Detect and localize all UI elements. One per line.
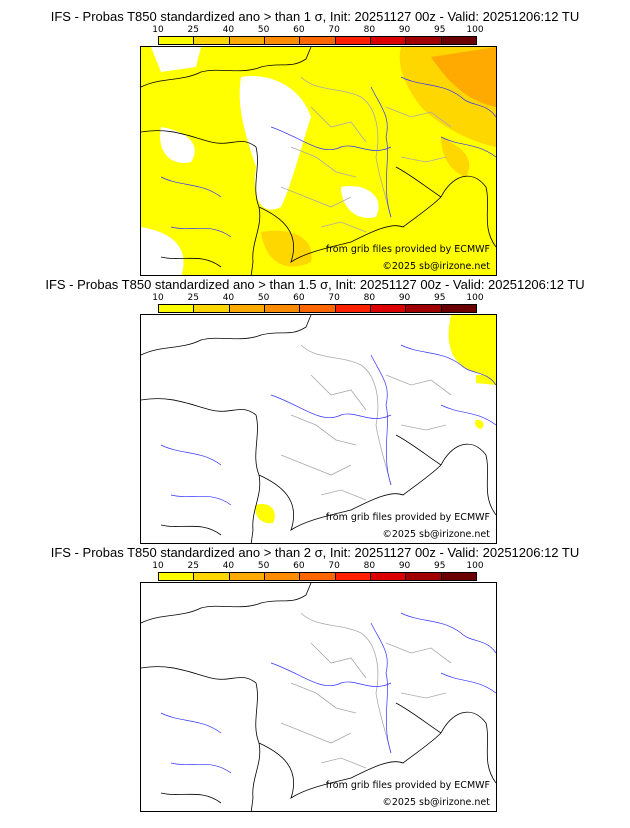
probability-map: from grib files provided by ECMWF ©2025 … — [140, 314, 497, 544]
colorbar-tick: 95 — [434, 561, 446, 571]
colorbar-cell — [406, 37, 442, 44]
colorbar-tick: 25 — [187, 25, 199, 35]
colorbar-cell — [194, 37, 230, 44]
panel-title: IFS - Probas T850 standardized ano > tha… — [50, 9, 580, 24]
colorbar-ticks: 10 25 40 50 60 70 80 90 95 100 — [152, 25, 483, 35]
colorbar-tick: 95 — [434, 293, 446, 303]
colorbar — [158, 36, 477, 45]
colorbar-tick: 50 — [257, 25, 270, 35]
colorbar-tick: 40 — [222, 561, 235, 571]
colorbar-cell — [441, 573, 476, 580]
map-panel-2: IFS - Probas T850 standardized ano > tha… — [0, 278, 630, 544]
colorbar-cell — [159, 37, 195, 44]
colorbar-tick: 10 — [152, 293, 164, 303]
colorbar-cell — [335, 305, 371, 312]
colorbar-cell — [335, 37, 371, 44]
colorbar-ticks: 10 25 40 50 60 70 80 90 95 100 — [152, 293, 483, 303]
colorbar-tick: 90 — [398, 293, 411, 303]
panel-title: IFS - Probas T850 standardized ano > tha… — [45, 277, 585, 292]
colorbar-tick: 40 — [222, 293, 235, 303]
colorbar-cell — [370, 37, 407, 44]
colorbar-tick: 25 — [187, 561, 199, 571]
colorbar-cell — [194, 573, 230, 580]
colorbar-tick: 60 — [293, 561, 305, 571]
colorbar-cell — [441, 37, 476, 44]
probability-map: from grib files provided by ECMWF ©2025 … — [140, 46, 497, 276]
panel-title: IFS - Probas T850 standardized ano > tha… — [50, 545, 580, 560]
colorbar-tick: 70 — [328, 293, 340, 303]
colorbar-cell — [159, 573, 195, 580]
colorbar — [158, 304, 477, 313]
copyright-credit: ©2025 sb@irizone.net — [382, 261, 490, 272]
copyright-credit: ©2025 sb@irizone.net — [382, 797, 490, 808]
source-credit: from grib files provided by ECMWF — [325, 780, 490, 791]
map-canvas — [141, 47, 496, 275]
colorbar-ticks: 10 25 40 50 60 70 80 90 95 100 — [152, 561, 483, 571]
colorbar-cell — [159, 305, 195, 312]
map-panel-1: IFS - Probas T850 standardized ano > tha… — [0, 10, 630, 276]
colorbar-cell — [370, 573, 407, 580]
probability-map: from grib files provided by ECMWF ©2025 … — [140, 582, 497, 812]
colorbar-tick: 80 — [363, 561, 376, 571]
colorbar-tick: 40 — [222, 25, 235, 35]
colorbar-cell — [229, 573, 265, 580]
colorbar — [158, 572, 477, 581]
colorbar-cell — [300, 573, 336, 580]
map-canvas — [141, 315, 496, 543]
colorbar-tick: 90 — [398, 561, 411, 571]
colorbar-tick: 25 — [187, 293, 199, 303]
map-canvas — [141, 583, 496, 811]
colorbar-cell — [229, 37, 265, 44]
colorbar-tick: 100 — [466, 293, 484, 303]
colorbar-cell — [370, 305, 407, 312]
colorbar-cell — [406, 573, 442, 580]
colorbar-cell — [194, 305, 230, 312]
colorbar-cell — [300, 37, 336, 44]
colorbar-tick: 10 — [152, 561, 164, 571]
colorbar-tick: 50 — [257, 293, 270, 303]
colorbar-tick: 100 — [466, 561, 484, 571]
colorbar-tick: 10 — [152, 25, 164, 35]
map-panel-3: IFS - Probas T850 standardized ano > tha… — [0, 546, 630, 812]
colorbar-tick: 70 — [328, 561, 340, 571]
colorbar-tick: 50 — [257, 561, 270, 571]
colorbar-tick: 80 — [363, 293, 376, 303]
colorbar-cell — [264, 573, 301, 580]
colorbar-cell — [406, 305, 442, 312]
colorbar-cell — [335, 573, 371, 580]
colorbar-tick: 100 — [466, 25, 484, 35]
colorbar-cell — [264, 37, 301, 44]
colorbar-tick: 70 — [328, 25, 340, 35]
colorbar-cell — [441, 305, 476, 312]
source-credit: from grib files provided by ECMWF — [325, 512, 490, 523]
colorbar-tick: 90 — [398, 25, 411, 35]
colorbar-cell — [264, 305, 301, 312]
source-credit: from grib files provided by ECMWF — [325, 244, 490, 255]
colorbar-cell — [229, 305, 265, 312]
colorbar-tick: 80 — [363, 25, 376, 35]
colorbar-tick: 60 — [293, 25, 305, 35]
colorbar-cell — [300, 305, 336, 312]
colorbar-tick: 60 — [293, 293, 305, 303]
copyright-credit: ©2025 sb@irizone.net — [382, 529, 490, 540]
colorbar-tick: 95 — [434, 25, 446, 35]
